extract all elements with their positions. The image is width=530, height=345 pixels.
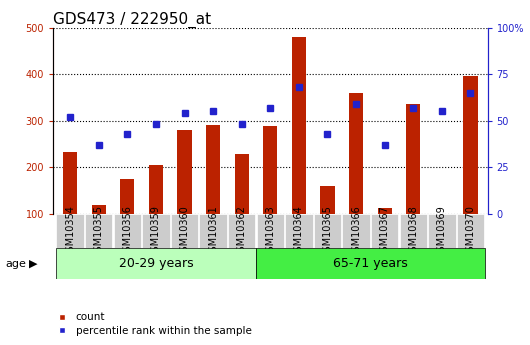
Text: ▶: ▶ [29,259,38,269]
Bar [85,214,112,248]
Text: age: age [5,259,26,269]
Text: GDS473 / 222950_at: GDS473 / 222950_at [53,11,211,28]
Text: 65-71 years: 65-71 years [333,257,408,270]
Text: GSM10368: GSM10368 [408,205,418,257]
Bar [292,37,306,260]
Bar [142,214,170,248]
Bar [235,154,249,260]
Bar [199,214,227,248]
Legend: count, percentile rank within the sample: count, percentile rank within the sample [48,308,256,340]
Text: GSM10363: GSM10363 [266,205,275,257]
Text: GSM10365: GSM10365 [322,205,332,258]
Bar [206,125,220,260]
Bar [320,186,334,260]
Text: GSM10367: GSM10367 [379,205,390,258]
Bar [256,248,485,279]
Bar [63,152,77,260]
Bar [371,214,399,248]
Text: GSM10356: GSM10356 [122,205,132,258]
Text: GSM10366: GSM10366 [351,205,361,257]
Bar [377,208,392,260]
Text: GSM10362: GSM10362 [237,205,246,258]
Bar [263,126,277,260]
Bar [463,76,478,260]
Bar [285,214,313,248]
Text: GSM10370: GSM10370 [465,205,475,258]
Bar [149,165,163,260]
Bar [178,130,192,260]
Bar [406,104,420,260]
Text: GSM10354: GSM10354 [65,205,75,258]
Bar [257,214,284,248]
Text: GSM10360: GSM10360 [180,205,190,257]
Bar [120,179,135,260]
Text: GSM10364: GSM10364 [294,205,304,257]
Bar [400,214,427,248]
Bar [349,93,363,260]
Bar [228,214,255,248]
Bar [171,214,198,248]
Bar [113,214,141,248]
Text: GSM10361: GSM10361 [208,205,218,257]
Bar [457,214,484,248]
Bar [56,248,256,279]
Bar [435,214,449,260]
Text: GSM10369: GSM10369 [437,205,447,257]
Bar [92,205,106,260]
Text: GSM10359: GSM10359 [151,205,161,258]
Text: 20-29 years: 20-29 years [119,257,193,270]
Text: GSM10355: GSM10355 [94,205,104,258]
Bar [56,214,84,248]
Bar [428,214,456,248]
Bar [342,214,370,248]
Bar [314,214,341,248]
